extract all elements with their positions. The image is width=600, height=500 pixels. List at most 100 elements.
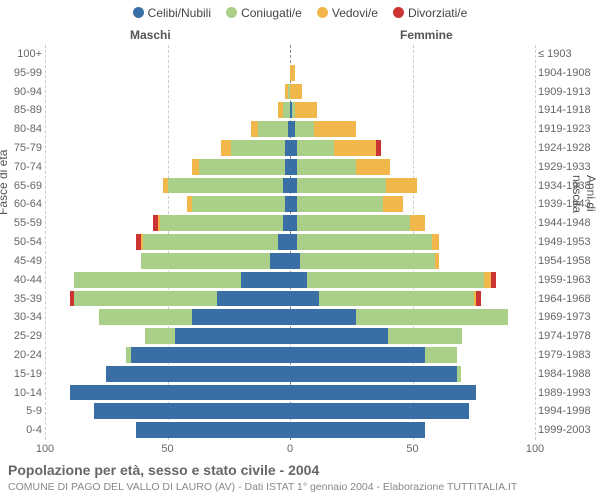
birth-year-label: 1989-1993	[538, 384, 598, 403]
bar-segment	[217, 291, 291, 307]
x-tick: 100	[526, 443, 544, 455]
legend-label: Divorziati/e	[408, 6, 467, 20]
bar-segment	[145, 328, 174, 344]
birth-year-label: ≤ 1903	[538, 45, 598, 64]
bar-segment	[131, 347, 290, 363]
legend: Celibi/Nubili Coniugati/e Vedovi/e Divor…	[0, 6, 600, 20]
legend-item-vedovi: Vedovi/e	[317, 6, 378, 20]
age-label: 35-39	[0, 290, 42, 309]
age-label: 0-4	[0, 421, 42, 440]
bar-segment	[99, 309, 192, 325]
bar-segment	[160, 215, 283, 231]
birth-year-label: 1954-1958	[538, 252, 598, 271]
bar-segment	[192, 159, 199, 175]
age-label: 80-84	[0, 120, 42, 139]
bar-row-male	[45, 290, 290, 309]
bar-row-female	[290, 402, 535, 421]
half-male	[45, 45, 290, 440]
bar-segment	[199, 159, 285, 175]
age-label: 95-99	[0, 64, 42, 83]
age-label: 85-89	[0, 101, 42, 120]
bar-row-male	[45, 214, 290, 233]
population-pyramid-chart: Celibi/Nubili Coniugati/e Vedovi/e Divor…	[0, 0, 600, 500]
bar-segment	[356, 159, 390, 175]
bar-segment	[290, 309, 356, 325]
age-label: 10-14	[0, 384, 42, 403]
bar-row-male	[45, 195, 290, 214]
age-label: 65-69	[0, 177, 42, 196]
bar-segment	[290, 422, 425, 438]
bar-row-male	[45, 327, 290, 346]
swatch-divorziati	[393, 7, 404, 18]
bar-segment	[136, 422, 290, 438]
bar-segment	[290, 366, 457, 382]
birth-year-label: 1999-2003	[538, 421, 598, 440]
bar-segment	[231, 140, 285, 156]
bar-segment	[295, 102, 317, 118]
bar-segment	[141, 253, 271, 269]
bar-segment	[290, 140, 297, 156]
bar-segment	[290, 253, 300, 269]
bar-segment	[432, 234, 439, 250]
bar-row-female	[290, 64, 535, 83]
bar-segment	[290, 65, 295, 81]
bar-segment	[297, 140, 334, 156]
bar-segment	[283, 178, 290, 194]
bar-segment	[476, 291, 481, 307]
bar-segment	[410, 215, 425, 231]
bar-segment	[70, 385, 291, 401]
bar-segment	[283, 215, 290, 231]
birth-year-label: 1944-1948	[538, 214, 598, 233]
bar-row-female	[290, 308, 535, 327]
legend-label: Celibi/Nubili	[148, 6, 211, 20]
bar-segment	[356, 309, 508, 325]
bar-segment	[297, 215, 410, 231]
age-label: 15-19	[0, 365, 42, 384]
chart-subtitle: COMUNE DI PAGO DEL VALLO DI LAURO (AV) -…	[8, 481, 517, 493]
birth-year-label: 1914-1918	[538, 101, 598, 120]
birth-year-label: 1959-1963	[538, 271, 598, 290]
legend-label: Vedovi/e	[332, 6, 378, 20]
age-label: 100+	[0, 45, 42, 64]
bar-row-male	[45, 252, 290, 271]
bar-segment	[94, 403, 290, 419]
bar-row-male	[45, 421, 290, 440]
bar-row-male	[45, 271, 290, 290]
bar-row-male	[45, 45, 290, 64]
bar-row-male	[45, 120, 290, 139]
bar-row-male	[45, 83, 290, 102]
bar-row-male	[45, 402, 290, 421]
bar-segment	[484, 272, 491, 288]
bar-row-male	[45, 101, 290, 120]
bar-segment	[376, 140, 381, 156]
bar-segment	[290, 159, 297, 175]
bar-row-female	[290, 421, 535, 440]
x-tick: 50	[161, 443, 173, 455]
age-label: 20-24	[0, 346, 42, 365]
bar-segment	[334, 140, 376, 156]
bar-row-female	[290, 290, 535, 309]
bar-row-female	[290, 195, 535, 214]
header-femmine: Femmine	[400, 28, 453, 42]
bar-segment	[307, 272, 483, 288]
bar-segment	[435, 253, 440, 269]
gridline	[535, 45, 536, 440]
bar-row-male	[45, 346, 290, 365]
x-tick: 0	[287, 443, 293, 455]
bar-row-male	[45, 384, 290, 403]
age-label: 70-74	[0, 158, 42, 177]
swatch-coniugati	[226, 7, 237, 18]
bar-row-male	[45, 308, 290, 327]
bar-segment	[290, 178, 297, 194]
age-label: 55-59	[0, 214, 42, 233]
bar-segment	[319, 291, 473, 307]
bar-segment	[278, 234, 290, 250]
bar-segment	[192, 309, 290, 325]
swatch-vedovi	[317, 7, 328, 18]
bar-row-female	[290, 252, 535, 271]
age-label: 25-29	[0, 327, 42, 346]
birth-year-label: 1904-1908	[538, 64, 598, 83]
bar-segment	[297, 196, 383, 212]
birth-year-label: 1939-1943	[538, 195, 598, 214]
bar-segment	[290, 385, 476, 401]
